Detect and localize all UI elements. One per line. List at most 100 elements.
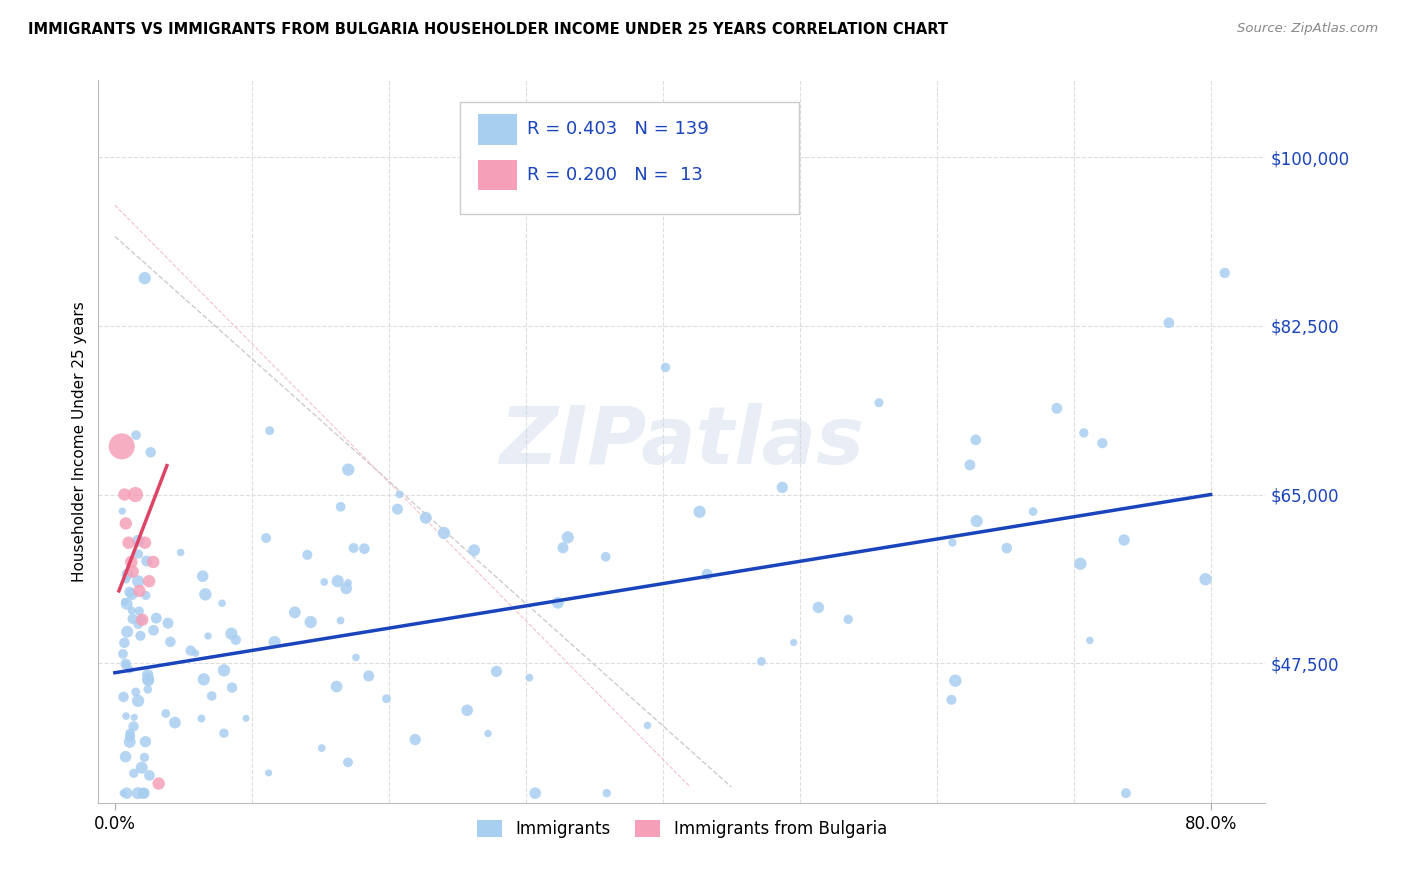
Point (329, 614, 352, 628)
Point (314, 574, 336, 589)
Point (193, 673, 215, 687)
Point (114, 516, 136, 531)
Point (337, 575, 360, 590)
Point (111, 439, 134, 453)
Point (125, 428, 148, 442)
Point (1213, 266, 1236, 280)
Point (191, 569, 214, 583)
Point (837, 612, 859, 626)
Point (1091, 436, 1114, 450)
Point (433, 526, 456, 541)
Point (127, 574, 149, 589)
Point (114, 749, 136, 764)
Point (134, 750, 156, 764)
Point (326, 574, 349, 589)
Point (114, 657, 136, 671)
Point (807, 600, 830, 615)
Point (114, 595, 136, 609)
Point (201, 689, 224, 703)
Text: IMMIGRANTS VS IMMIGRANTS FROM BULGARIA HOUSEHOLDER INCOME UNDER 25 YEARS CORRELA: IMMIGRANTS VS IMMIGRANTS FROM BULGARIA H… (28, 22, 948, 37)
Point (112, 690, 135, 704)
Point (595, 549, 617, 564)
Point (117, 535, 139, 549)
Point (463, 543, 485, 558)
Point (134, 734, 156, 748)
FancyBboxPatch shape (460, 102, 799, 214)
Point (131, 761, 153, 775)
Point (311, 741, 333, 756)
Point (337, 756, 360, 770)
Point (387, 502, 409, 516)
Point (329, 500, 352, 514)
Point (115, 573, 138, 587)
Point (145, 611, 167, 625)
Point (127, 617, 149, 632)
Point (257, 766, 280, 780)
Point (121, 603, 143, 617)
Point (770, 480, 793, 494)
Point (456, 703, 478, 717)
Point (121, 587, 143, 601)
Point (122, 719, 145, 733)
Point (135, 589, 157, 603)
Point (1078, 633, 1101, 648)
Point (112, 786, 135, 800)
Point (131, 613, 153, 627)
Point (654, 360, 676, 375)
Point (637, 718, 659, 732)
FancyBboxPatch shape (478, 160, 517, 190)
Point (128, 583, 150, 598)
Point (127, 786, 149, 800)
Point (235, 711, 257, 725)
Text: Source: ZipAtlas.com: Source: ZipAtlas.com (1237, 22, 1378, 36)
Point (353, 541, 375, 556)
Point (134, 271, 156, 285)
Point (136, 672, 159, 686)
Point (194, 587, 217, 601)
FancyBboxPatch shape (478, 114, 517, 145)
Point (689, 505, 711, 519)
Point (127, 547, 149, 561)
Point (121, 565, 143, 579)
Point (120, 555, 142, 569)
Point (337, 463, 360, 477)
Point (941, 535, 963, 549)
Point (127, 694, 149, 708)
Text: R = 0.403   N = 139: R = 0.403 N = 139 (527, 120, 709, 138)
Point (118, 726, 141, 740)
Point (868, 395, 890, 409)
Point (118, 735, 141, 749)
Point (357, 669, 380, 683)
Point (170, 545, 193, 559)
Point (342, 541, 364, 555)
Point (415, 510, 437, 524)
Point (965, 433, 987, 447)
Point (325, 680, 347, 694)
Point (184, 646, 207, 660)
Point (115, 597, 138, 611)
Point (943, 673, 966, 688)
Point (212, 726, 235, 740)
Point (221, 681, 243, 695)
Point (263, 635, 285, 649)
Point (344, 650, 367, 665)
Point (129, 613, 152, 627)
Point (551, 541, 574, 555)
Point (404, 732, 426, 747)
Point (138, 574, 160, 589)
Point (547, 596, 569, 610)
Point (142, 624, 165, 638)
Point (136, 682, 159, 697)
Point (127, 533, 149, 548)
Point (159, 635, 181, 649)
Point (115, 709, 138, 723)
Point (782, 635, 804, 649)
Point (111, 647, 134, 661)
Point (121, 612, 143, 626)
Point (118, 585, 141, 599)
Point (388, 487, 411, 501)
Point (212, 664, 235, 678)
Point (221, 626, 243, 640)
Point (959, 458, 981, 472)
Point (155, 706, 177, 721)
